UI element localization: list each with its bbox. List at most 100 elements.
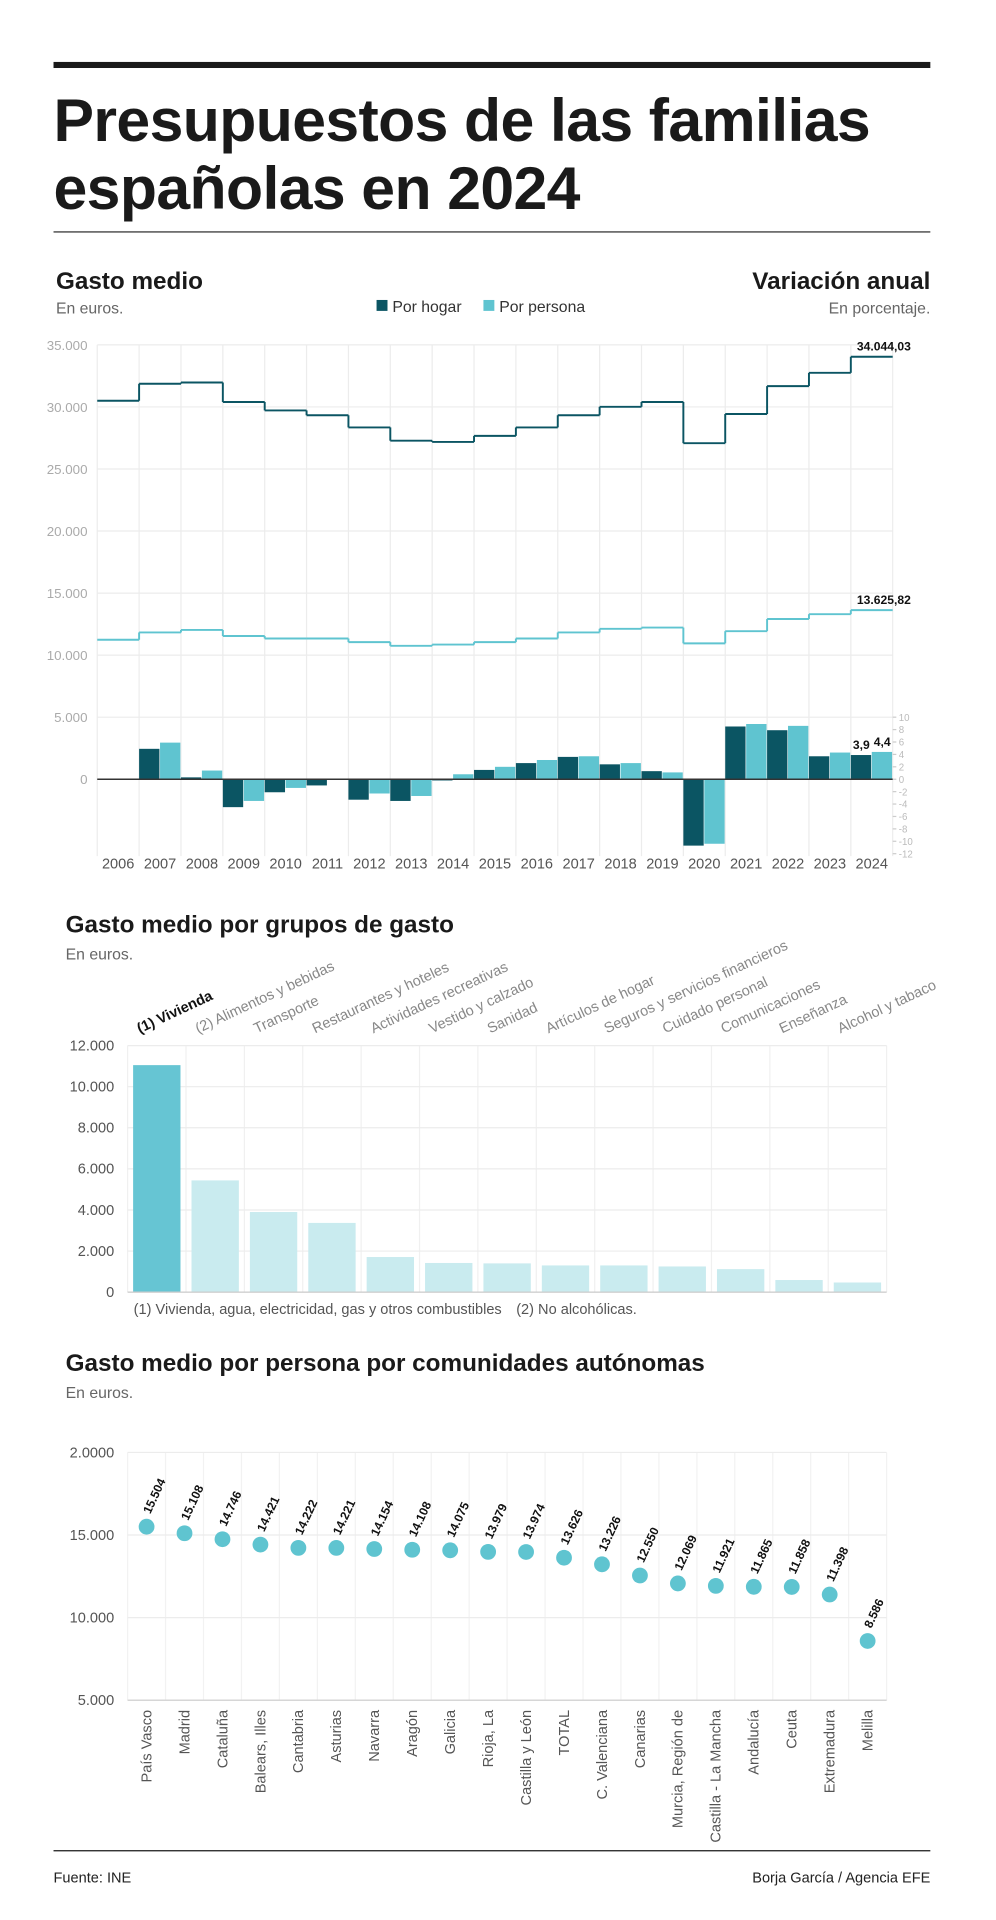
y-tick-label: 25.000 <box>47 462 88 477</box>
bar <box>308 1222 356 1293</box>
dot <box>290 1539 307 1556</box>
category-label: Rioja, La <box>481 1709 497 1767</box>
chart-title: Gasto medio <box>56 268 203 295</box>
y-tick-label: 20.000 <box>47 524 88 539</box>
value-label: 8.586 <box>861 1596 887 1630</box>
change-bar <box>850 755 872 780</box>
y-tick-label: 10.000 <box>70 1610 115 1626</box>
x-tick-label: 2012 <box>353 856 385 872</box>
value-label: 11.865 <box>747 1537 775 1576</box>
dot <box>480 1543 497 1560</box>
category-label: Navarra <box>367 1709 383 1762</box>
x-tick-label: 2008 <box>186 856 218 872</box>
title-line: españolas en 2024 <box>54 154 581 222</box>
change-bar <box>767 730 788 780</box>
change-bar <box>515 763 537 780</box>
x-tick-label: 2010 <box>269 856 301 872</box>
y-tick-label: 4.000 <box>78 1203 114 1219</box>
bar <box>716 1269 765 1293</box>
value-label: 34.044,03 <box>857 340 911 354</box>
dot <box>632 1567 648 1584</box>
y-tick-label: 35.000 <box>47 338 88 353</box>
dot <box>556 1549 572 1566</box>
dot <box>442 1542 459 1559</box>
note: (2) No alcohólicas. <box>516 1302 637 1318</box>
category-label: Madrid <box>177 1710 193 1755</box>
y2-tick-label: 6 <box>899 738 904 749</box>
change-bar <box>139 748 160 780</box>
value-label: 14.221 <box>330 1497 358 1537</box>
change-bar <box>453 774 474 780</box>
x-tick-label: 2021 <box>730 856 762 872</box>
y-tick-label: 8.000 <box>78 1121 114 1137</box>
x-tick-label: 2020 <box>688 856 720 872</box>
y2-tick-label: 8 <box>899 725 904 736</box>
category-label: Balears, Illes <box>253 1710 269 1793</box>
value-label: 14.746 <box>216 1489 244 1529</box>
category-label: Andalucía <box>747 1709 763 1775</box>
credit: Borja García / Agencia EFE <box>752 1870 930 1886</box>
change-bar <box>536 759 558 780</box>
bar <box>191 1180 239 1293</box>
category-label: Extremadura <box>823 1709 839 1793</box>
x-tick-label: 2018 <box>604 856 636 872</box>
y-tick-label: 2.000 <box>78 1244 114 1260</box>
value-label: 13.226 <box>596 1514 624 1554</box>
dot <box>176 1525 193 1542</box>
change-bar <box>474 769 495 780</box>
change-bar <box>348 779 369 800</box>
x-tick-label: 2006 <box>102 856 134 872</box>
bar <box>133 1065 181 1293</box>
change-bar <box>725 726 746 780</box>
dot <box>252 1536 269 1553</box>
chart-subtitle: En euros. <box>56 300 123 317</box>
bar <box>775 1280 823 1293</box>
y2-tick-label: -12 <box>899 849 913 860</box>
y-tick-label: 6.000 <box>78 1162 114 1178</box>
change-bar <box>494 766 516 780</box>
category-label: Cantabria <box>291 1709 307 1773</box>
dot <box>859 1633 876 1649</box>
value-label: 11.921 <box>710 1536 738 1575</box>
change-bar <box>683 779 704 846</box>
dot <box>707 1577 724 1594</box>
legend-label: Por persona <box>499 299 585 316</box>
category-label: Canarias <box>633 1710 649 1768</box>
y-tick-label: 5.000 <box>54 710 87 725</box>
change-bar <box>599 764 620 780</box>
y-tick-label: 15.000 <box>47 586 88 601</box>
bar <box>425 1262 473 1293</box>
title-line: Presupuestos de las familias <box>54 86 871 154</box>
y2-tick-label: 0 <box>899 775 905 786</box>
x-tick-label: 2009 <box>228 856 260 872</box>
note: (1) Vivienda, agua, electricidad, gas y … <box>134 1302 502 1318</box>
category-label: Galicia <box>443 1709 459 1754</box>
change-bar <box>871 751 893 780</box>
change-bar <box>557 756 579 780</box>
change-bar <box>369 779 390 794</box>
y2-tick-label: -2 <box>899 787 908 798</box>
category-label: Asturias <box>329 1710 345 1763</box>
y-tick-label: 15.000 <box>70 1528 115 1544</box>
change-bar <box>641 771 662 780</box>
change-bar <box>160 742 181 780</box>
dot <box>138 1518 155 1535</box>
x-tick-label: 2017 <box>562 856 594 872</box>
dot <box>821 1586 838 1603</box>
change-bar <box>285 779 306 788</box>
value-label: 14.075 <box>444 1500 472 1540</box>
y2-subtitle: En porcentaje. <box>829 300 931 317</box>
y-tick-label: 12.000 <box>70 1038 115 1054</box>
y2-tick-label: 2 <box>899 762 904 773</box>
x-tick-label: 2011 <box>312 856 343 872</box>
y-tick-label: 0 <box>80 772 87 787</box>
y2-tick-label: -10 <box>899 837 914 848</box>
dot <box>366 1541 383 1557</box>
legend-swatch <box>376 299 388 311</box>
y2-tick-label: 4 <box>899 750 905 761</box>
bar <box>658 1266 706 1293</box>
chart-title: Gasto medio por persona por comunidades … <box>66 1350 705 1377</box>
chart-subtitle: En euros. <box>66 1385 133 1402</box>
change-bar <box>243 779 265 801</box>
bar <box>483 1263 531 1293</box>
